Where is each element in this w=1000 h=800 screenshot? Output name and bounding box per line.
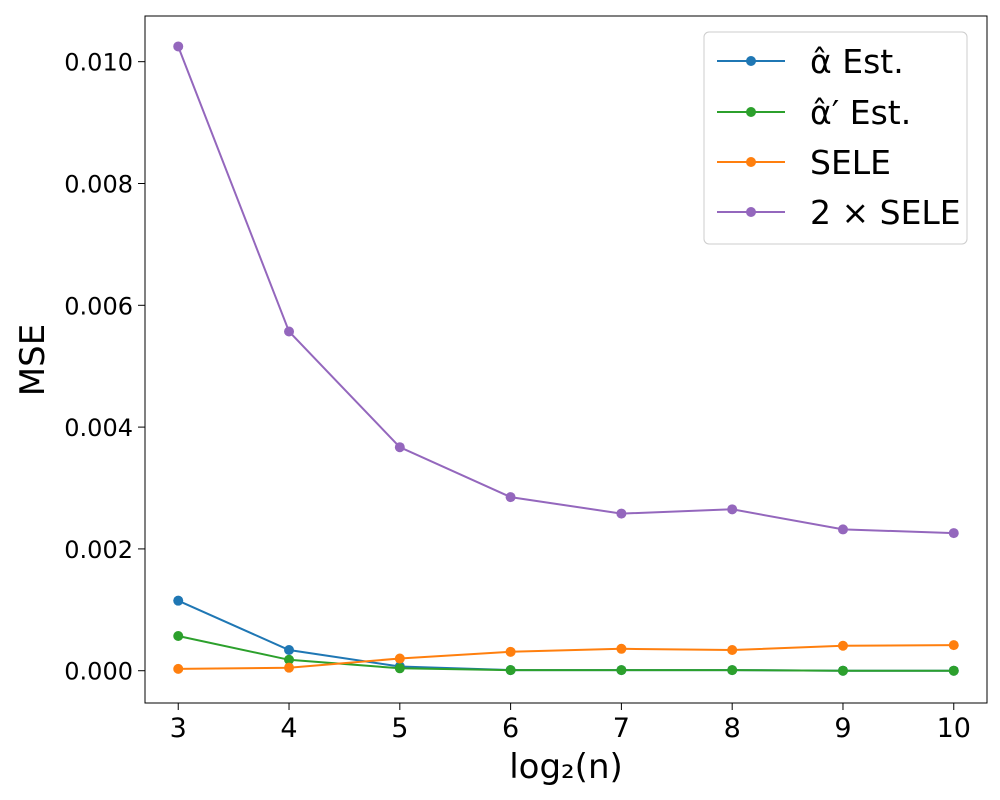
data-point — [284, 645, 295, 656]
data-point — [948, 640, 959, 651]
y-axis-title: MSE — [13, 324, 53, 396]
x-tick-label: 9 — [834, 713, 851, 744]
data-point — [837, 640, 848, 651]
x-tick-label: 10 — [937, 713, 971, 744]
data-point — [394, 653, 405, 664]
data-point — [948, 528, 959, 539]
data-point — [173, 663, 184, 674]
legend-label: SELE — [810, 143, 891, 182]
x-axis-title: log₂(n) — [509, 747, 623, 787]
data-point — [837, 665, 848, 676]
y-tick-label: 0.008 — [64, 170, 133, 198]
series-line-3 — [177, 46, 954, 535]
legend-label: α̂ Est. — [810, 42, 904, 81]
legend-marker — [746, 207, 756, 217]
y-tick-label: 0.004 — [64, 414, 133, 442]
y-tick-label: 0.002 — [64, 536, 133, 564]
data-point — [505, 646, 516, 657]
y-tick-label: 0.000 — [64, 658, 133, 686]
x-tick-label: 4 — [280, 713, 297, 744]
series-line-2 — [178, 644, 954, 670]
data-point — [727, 504, 738, 515]
legend-marker — [746, 107, 756, 117]
data-point — [284, 654, 295, 665]
data-point — [173, 631, 184, 642]
y-tick-label: 0.010 — [64, 49, 133, 77]
x-tick-label: 8 — [724, 713, 741, 744]
data-point — [727, 645, 738, 656]
data-point — [284, 662, 295, 673]
data-point — [173, 41, 184, 52]
legend-label: 2 × SELE — [810, 193, 961, 232]
data-point — [505, 492, 516, 503]
data-point — [727, 665, 738, 676]
data-point — [837, 524, 848, 535]
x-axis: 3 4 5 6 7 8 9 10 — [170, 703, 971, 744]
y-axis: 0.000 0.002 0.004 0.006 0.008 0.010 — [64, 49, 145, 686]
plot-frame — [144, 15, 988, 704]
data-point — [616, 508, 627, 519]
legend-marker — [746, 157, 756, 167]
legend-frame — [703, 31, 968, 245]
data-point — [616, 643, 627, 654]
legend-label: α̂′ Est. — [810, 93, 911, 132]
x-tick-label: 7 — [613, 713, 630, 744]
x-tick-label: 6 — [502, 713, 519, 744]
legend: α̂ Est. α̂′ Est. SELE 2 × SELE — [703, 31, 968, 245]
legend-marker — [746, 56, 756, 66]
data-point — [394, 663, 405, 674]
data-point — [948, 665, 959, 676]
x-tick-label: 3 — [170, 713, 187, 744]
data-point — [394, 442, 405, 453]
series-line-1 — [177, 635, 954, 672]
x-tick-label: 5 — [391, 713, 408, 744]
data-point — [173, 595, 184, 606]
y-tick-label: 0.006 — [64, 292, 133, 320]
data-point — [505, 665, 516, 676]
plot-marks — [173, 41, 959, 676]
data-point — [616, 665, 627, 676]
data-point — [284, 326, 295, 337]
